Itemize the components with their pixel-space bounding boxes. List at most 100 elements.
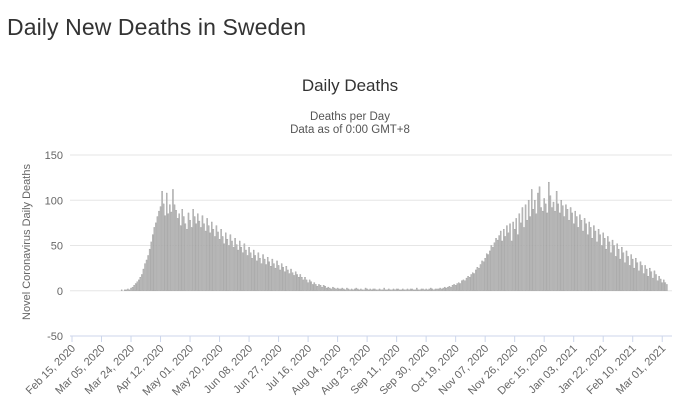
bar xyxy=(495,238,497,291)
bar xyxy=(128,289,131,291)
bar xyxy=(447,286,449,291)
bar xyxy=(456,283,458,291)
chart-title: Daily Deaths xyxy=(301,76,399,95)
bar xyxy=(249,252,252,291)
bar xyxy=(465,277,468,291)
bar xyxy=(321,286,323,291)
bar xyxy=(312,284,314,291)
bar xyxy=(141,274,143,291)
bar xyxy=(279,269,281,291)
bar xyxy=(529,216,531,291)
bar xyxy=(614,256,617,291)
bar xyxy=(484,257,486,291)
bar xyxy=(534,200,536,291)
bar xyxy=(517,234,519,291)
bar xyxy=(212,229,215,291)
bar xyxy=(130,287,132,291)
bar xyxy=(499,230,502,291)
bar xyxy=(375,289,378,291)
bar xyxy=(593,225,595,291)
bar xyxy=(197,213,199,291)
bar xyxy=(179,225,182,291)
bar xyxy=(276,260,278,291)
bar xyxy=(366,288,368,291)
bar xyxy=(159,206,162,291)
bar xyxy=(546,212,549,291)
bar xyxy=(515,218,517,291)
bar xyxy=(554,210,556,291)
bar xyxy=(475,269,477,291)
bar xyxy=(316,286,319,291)
bar xyxy=(352,289,354,291)
bar xyxy=(590,227,592,291)
bar xyxy=(532,209,535,291)
bar xyxy=(254,255,257,291)
bar xyxy=(357,288,359,291)
bar xyxy=(596,241,598,291)
bar xyxy=(638,270,640,291)
bar xyxy=(419,289,421,291)
bar xyxy=(266,257,269,291)
bar xyxy=(305,279,308,291)
bar xyxy=(198,220,201,291)
bar xyxy=(190,227,193,291)
y-tick-label: 0 xyxy=(57,286,63,298)
bar xyxy=(178,213,180,291)
bar xyxy=(431,288,434,291)
chart-subtitle-line-2: Data as of 0:00 GMT+8 xyxy=(290,124,410,136)
bar xyxy=(329,287,331,291)
bar xyxy=(268,261,270,291)
bar xyxy=(576,216,578,291)
bar xyxy=(405,289,407,291)
bar xyxy=(229,234,232,291)
bar xyxy=(666,284,668,291)
bar xyxy=(453,284,455,291)
bar xyxy=(341,287,344,291)
bar xyxy=(155,222,157,291)
bar xyxy=(541,210,544,291)
bar xyxy=(408,289,410,291)
bar xyxy=(315,284,317,291)
bar xyxy=(282,267,284,291)
bar xyxy=(518,213,521,291)
bar xyxy=(472,272,474,291)
bar xyxy=(207,225,210,291)
bar xyxy=(619,258,622,291)
bar xyxy=(653,270,656,291)
bar xyxy=(545,203,547,291)
bar xyxy=(234,238,236,291)
bar xyxy=(215,225,218,291)
bar xyxy=(189,219,191,291)
bar xyxy=(658,276,660,291)
bar xyxy=(134,283,137,291)
bar xyxy=(195,223,197,291)
bar xyxy=(293,275,295,291)
bar xyxy=(377,289,379,291)
bar xyxy=(392,288,395,291)
bar xyxy=(461,280,463,291)
bar xyxy=(259,257,261,291)
bar xyxy=(318,284,320,291)
bar xyxy=(217,231,219,291)
bar xyxy=(409,288,412,291)
bar xyxy=(231,240,233,291)
bar xyxy=(203,223,205,291)
bar xyxy=(200,227,202,291)
page-title: Daily New Deaths in Sweden xyxy=(7,14,307,40)
bar xyxy=(301,277,303,291)
bar xyxy=(448,286,451,291)
bar xyxy=(582,230,584,291)
bar xyxy=(569,207,572,291)
bar xyxy=(428,288,430,291)
bar xyxy=(414,289,417,291)
bar xyxy=(131,286,134,291)
bar xyxy=(659,278,662,291)
bar xyxy=(273,263,275,291)
bar xyxy=(120,289,123,291)
bar xyxy=(284,271,286,291)
bar xyxy=(371,289,373,291)
bar xyxy=(223,243,225,291)
bar xyxy=(563,216,566,291)
